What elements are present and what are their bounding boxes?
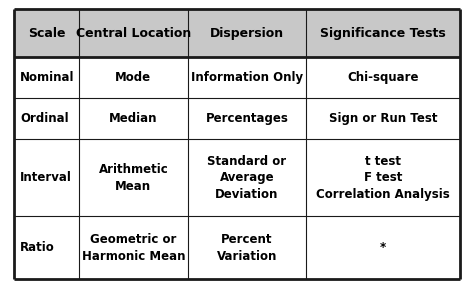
Bar: [306, 216, 460, 279]
Text: Scale: Scale: [28, 26, 65, 39]
Bar: [14, 9, 79, 57]
Text: Interval: Interval: [20, 171, 72, 184]
Text: Ratio: Ratio: [20, 241, 55, 254]
Text: t test
F test
Correlation Analysis: t test F test Correlation Analysis: [316, 155, 450, 201]
Text: *: *: [380, 241, 386, 254]
Text: Percentages: Percentages: [206, 112, 289, 125]
Bar: [306, 9, 460, 57]
Text: Ordinal: Ordinal: [20, 112, 69, 125]
Bar: [14, 98, 79, 139]
Bar: [188, 139, 306, 216]
Text: Information Only: Information Only: [191, 71, 303, 84]
Bar: [306, 57, 460, 98]
Bar: [79, 139, 188, 216]
Text: Dispersion: Dispersion: [210, 26, 284, 39]
Bar: [188, 9, 306, 57]
Text: Central Location: Central Location: [76, 26, 191, 39]
Bar: [188, 216, 306, 279]
Text: Standard or
Average
Deviation: Standard or Average Deviation: [208, 155, 287, 201]
Bar: [188, 57, 306, 98]
Text: Arithmetic
Mean: Arithmetic Mean: [99, 163, 168, 193]
Bar: [188, 98, 306, 139]
Text: Percent
Variation: Percent Variation: [217, 233, 277, 263]
Bar: [79, 98, 188, 139]
Text: Geometric or
Harmonic Mean: Geometric or Harmonic Mean: [82, 233, 185, 263]
Bar: [14, 57, 79, 98]
Bar: [79, 216, 188, 279]
Text: Median: Median: [109, 112, 158, 125]
Bar: [306, 139, 460, 216]
Bar: [79, 57, 188, 98]
Bar: [79, 9, 188, 57]
Text: Chi-square: Chi-square: [347, 71, 419, 84]
Text: Sign or Run Test: Sign or Run Test: [328, 112, 437, 125]
Bar: [14, 216, 79, 279]
Bar: [306, 98, 460, 139]
Text: Nominal: Nominal: [20, 71, 74, 84]
Bar: [14, 139, 79, 216]
Text: Mode: Mode: [115, 71, 152, 84]
Text: Significance Tests: Significance Tests: [320, 26, 446, 39]
